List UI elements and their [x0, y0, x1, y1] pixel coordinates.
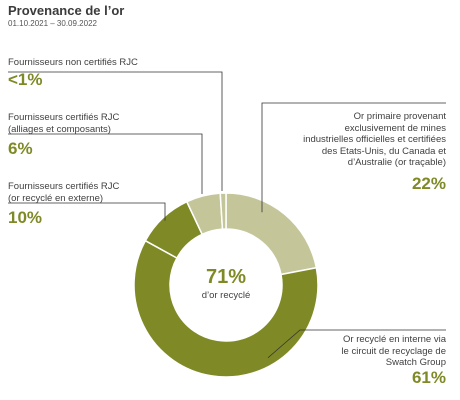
chart-period: 01.10.2021 – 30.09.2022 — [8, 19, 97, 28]
leader-non-certified — [8, 71, 223, 192]
label-internal-recycled: Or recyclé en interne via le circuit de … — [286, 334, 446, 369]
value-internal-recycled: 61% — [411, 368, 446, 387]
leader-internal-recycled — [267, 329, 446, 359]
label-alloys: Fournisseurs certifiés RJC (alliages et … — [8, 112, 158, 135]
label-external-line2: (or recyclé en externe) — [8, 192, 104, 204]
label-primary-line1: Or primaire provenant — [353, 111, 446, 122]
label-primary-gold: Or primaire provenant exclusivement de m… — [268, 111, 446, 169]
slice-primary-gold — [225, 192, 318, 276]
label-non-certified: Fournisseurs non certifiés RJC — [8, 57, 138, 68]
value-external-recycled: 10% — [8, 208, 43, 227]
slice-non-certified — [219, 192, 227, 230]
label-primary-line2: exclusivement de mines — [344, 122, 446, 134]
label-internal-line3: Swatch Group — [385, 357, 446, 368]
value-alloys: 6% — [8, 139, 33, 158]
label-primary-line5: d’Australie (or traçable) — [347, 157, 446, 168]
label-external-recycled: Fournisseurs certifiés RJC (or recyclé e… — [8, 181, 158, 204]
label-internal-line2: le circuit de recyclage de — [341, 345, 446, 357]
center-label: d’or recyclé — [201, 290, 251, 301]
label-external-line1: Fournisseurs certifiés RJC — [8, 181, 120, 192]
chart-title: Provenance de l’or — [8, 3, 125, 18]
slice-internal-recycled — [133, 239, 319, 378]
center-value: 71% — [205, 266, 247, 288]
label-primary-line4: des Etats-Unis, du Canada et — [321, 145, 446, 157]
label-primary-line3: industrielles officielles et certifiées — [303, 134, 446, 145]
leader-primary-gold — [261, 102, 446, 213]
label-internal-line1: Or recyclé en interne via — [343, 334, 446, 345]
leader-external-recycled — [8, 202, 166, 221]
leader-alloys — [8, 133, 203, 194]
value-non-certified: <1% — [8, 70, 43, 89]
value-primary-gold: 22% — [411, 174, 446, 193]
label-alloys-line2: (alliages et composants) — [8, 123, 111, 135]
label-alloys-line1: Fournisseurs certifiés RJC — [8, 112, 120, 123]
